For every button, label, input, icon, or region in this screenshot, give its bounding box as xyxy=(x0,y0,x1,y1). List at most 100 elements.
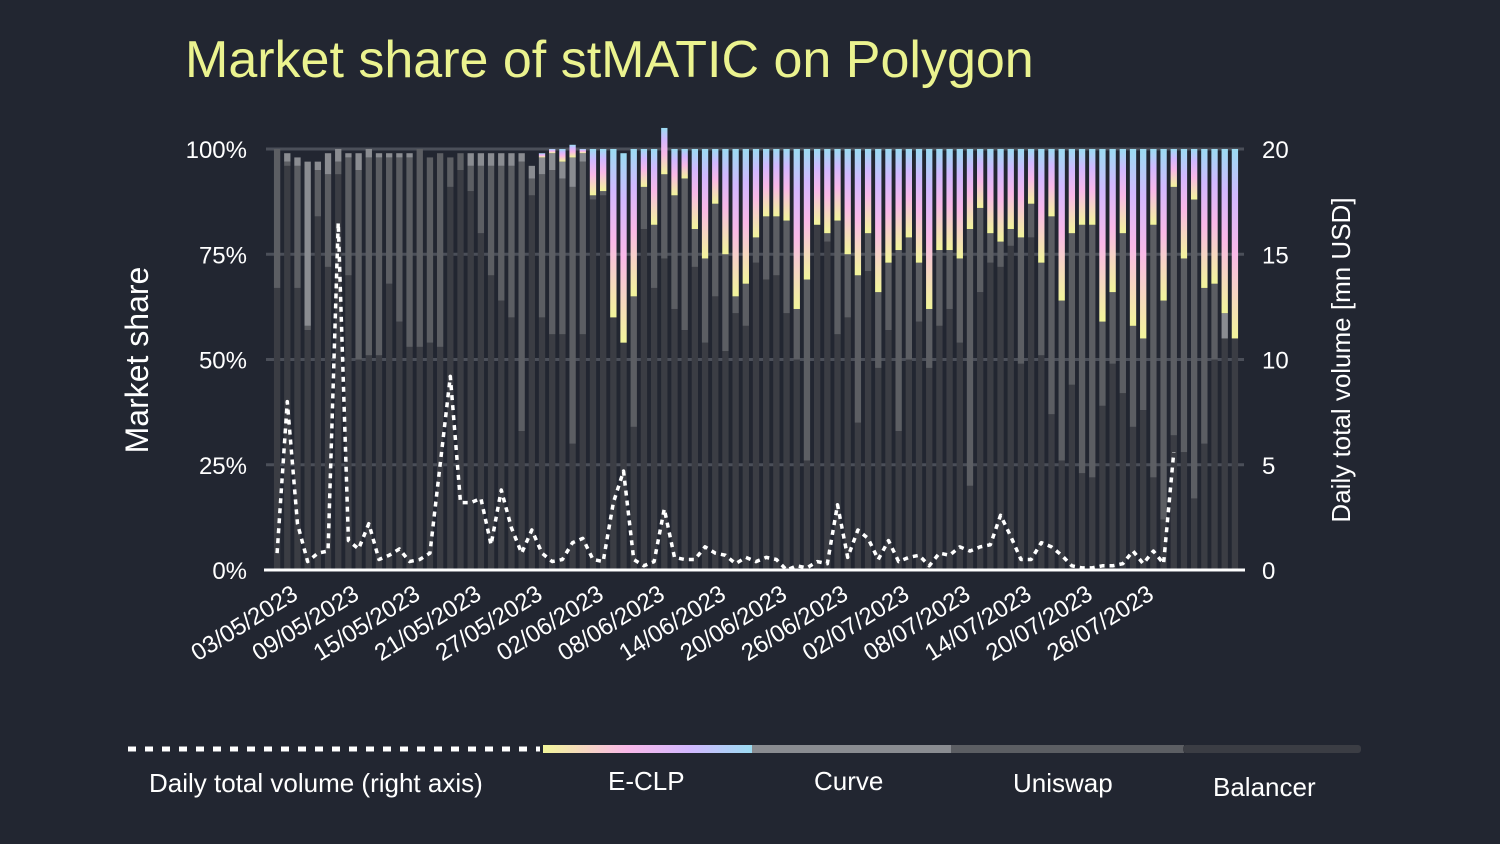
bar-uniswap xyxy=(1129,325,1137,427)
chart-title: Market share of stMATIC on Polygon xyxy=(185,31,1034,89)
bar-uniswap xyxy=(712,203,719,297)
bar-balancer xyxy=(1109,363,1116,570)
bar-balancer xyxy=(1119,393,1126,570)
bar-curve xyxy=(355,153,362,171)
y-tick-label: 25% xyxy=(199,453,247,480)
bar-stack xyxy=(956,149,963,570)
bar-balancer xyxy=(763,279,770,570)
bar-stack xyxy=(875,149,882,570)
bar-uniswap xyxy=(977,207,984,293)
bar-stack xyxy=(987,149,994,570)
bar-uniswap xyxy=(569,186,576,444)
bar-eclp xyxy=(854,149,862,276)
bar-balancer xyxy=(681,330,688,570)
bar-eclp xyxy=(997,149,1004,242)
bar-uniswap xyxy=(905,237,912,360)
bar-uniswap xyxy=(314,170,322,217)
bar-uniswap xyxy=(1119,233,1126,394)
y2-tick-label: 20 xyxy=(1262,137,1289,164)
bar-stack xyxy=(528,165,535,570)
bar-uniswap xyxy=(528,178,535,196)
bar-balancer xyxy=(518,431,525,570)
bar-curve xyxy=(508,153,515,166)
bar-stack xyxy=(783,149,790,570)
bar-uniswap xyxy=(284,161,291,166)
bar-balancer xyxy=(661,258,668,570)
bar-balancer xyxy=(345,275,352,570)
bar-curve xyxy=(559,161,566,179)
bar-uniswap xyxy=(467,165,474,192)
bar-uniswap xyxy=(589,195,597,200)
bar-uniswap xyxy=(335,161,342,175)
bar-balancer xyxy=(1180,452,1188,570)
bar-balancer xyxy=(1231,338,1239,570)
bar-stack xyxy=(284,153,291,570)
bar-balancer xyxy=(620,342,627,570)
bar-eclp xyxy=(936,149,943,251)
bar-balancer xyxy=(498,300,505,570)
bar-balancer xyxy=(508,317,515,570)
bar-stack xyxy=(691,149,699,570)
bar-uniswap xyxy=(732,296,739,314)
bar-uniswap xyxy=(793,308,800,360)
y-tick-label: 75% xyxy=(199,242,247,269)
bar-eclp xyxy=(783,149,790,221)
bar-uniswap xyxy=(701,258,709,343)
bar-uniswap xyxy=(1170,186,1177,436)
bar-uniswap xyxy=(1109,292,1116,364)
bar-stack xyxy=(508,153,515,570)
bar-balancer xyxy=(997,266,1004,570)
bar-curve xyxy=(314,161,322,171)
bar-balancer xyxy=(284,165,291,570)
bar-balancer xyxy=(773,275,780,570)
bar-balancer xyxy=(1099,405,1106,570)
bar-uniswap xyxy=(671,195,678,309)
bar-balancer xyxy=(1170,435,1177,570)
bar-uniswap xyxy=(1027,203,1035,238)
bar-uniswap xyxy=(966,228,974,486)
bar-eclp xyxy=(559,149,566,162)
bar-stack xyxy=(1231,149,1239,570)
bar-balancer xyxy=(956,342,963,570)
y-tick-label: 0% xyxy=(212,558,247,585)
bar-stack xyxy=(416,149,423,570)
bar-eclp xyxy=(1231,149,1239,339)
bar-eclp xyxy=(600,149,607,192)
bar-uniswap xyxy=(508,165,515,318)
bar-uniswap xyxy=(538,174,546,318)
bar-balancer xyxy=(1027,237,1035,570)
bar-uniswap xyxy=(854,275,862,423)
bar-uniswap xyxy=(1078,224,1086,474)
bar-uniswap xyxy=(457,153,464,171)
bar-stack xyxy=(426,157,434,570)
bar-stack xyxy=(1160,149,1167,570)
bar-balancer xyxy=(1140,410,1147,570)
bar-balancer xyxy=(457,170,464,571)
bar-uniswap xyxy=(722,254,729,352)
bar-stack xyxy=(773,149,780,570)
bar-stack xyxy=(1211,149,1218,570)
bar-balancer xyxy=(538,317,546,570)
bar-balancer xyxy=(864,271,872,570)
bar-stack xyxy=(742,149,749,570)
bar-balancer xyxy=(1150,477,1157,570)
bar-stack xyxy=(487,153,495,570)
bar-eclp xyxy=(1180,149,1188,259)
y2-tick-label: 15 xyxy=(1262,242,1289,269)
bar-balancer xyxy=(579,334,586,570)
bar-curve xyxy=(335,149,342,162)
bar-balancer xyxy=(1017,363,1025,570)
bar-stack xyxy=(436,153,444,570)
legend-curve-label: Curve xyxy=(814,766,884,796)
bar-curve xyxy=(324,153,332,175)
bar-stack xyxy=(630,149,637,570)
bar-balancer xyxy=(304,330,311,570)
bar-eclp xyxy=(549,149,556,154)
bar-balancer xyxy=(650,287,658,570)
bar-balancer xyxy=(1160,519,1167,570)
bar-balancer xyxy=(915,321,923,570)
bar-stack xyxy=(600,149,607,570)
bar-balancer xyxy=(314,216,322,571)
bar-stack xyxy=(396,153,403,570)
bar-curve xyxy=(406,153,413,158)
